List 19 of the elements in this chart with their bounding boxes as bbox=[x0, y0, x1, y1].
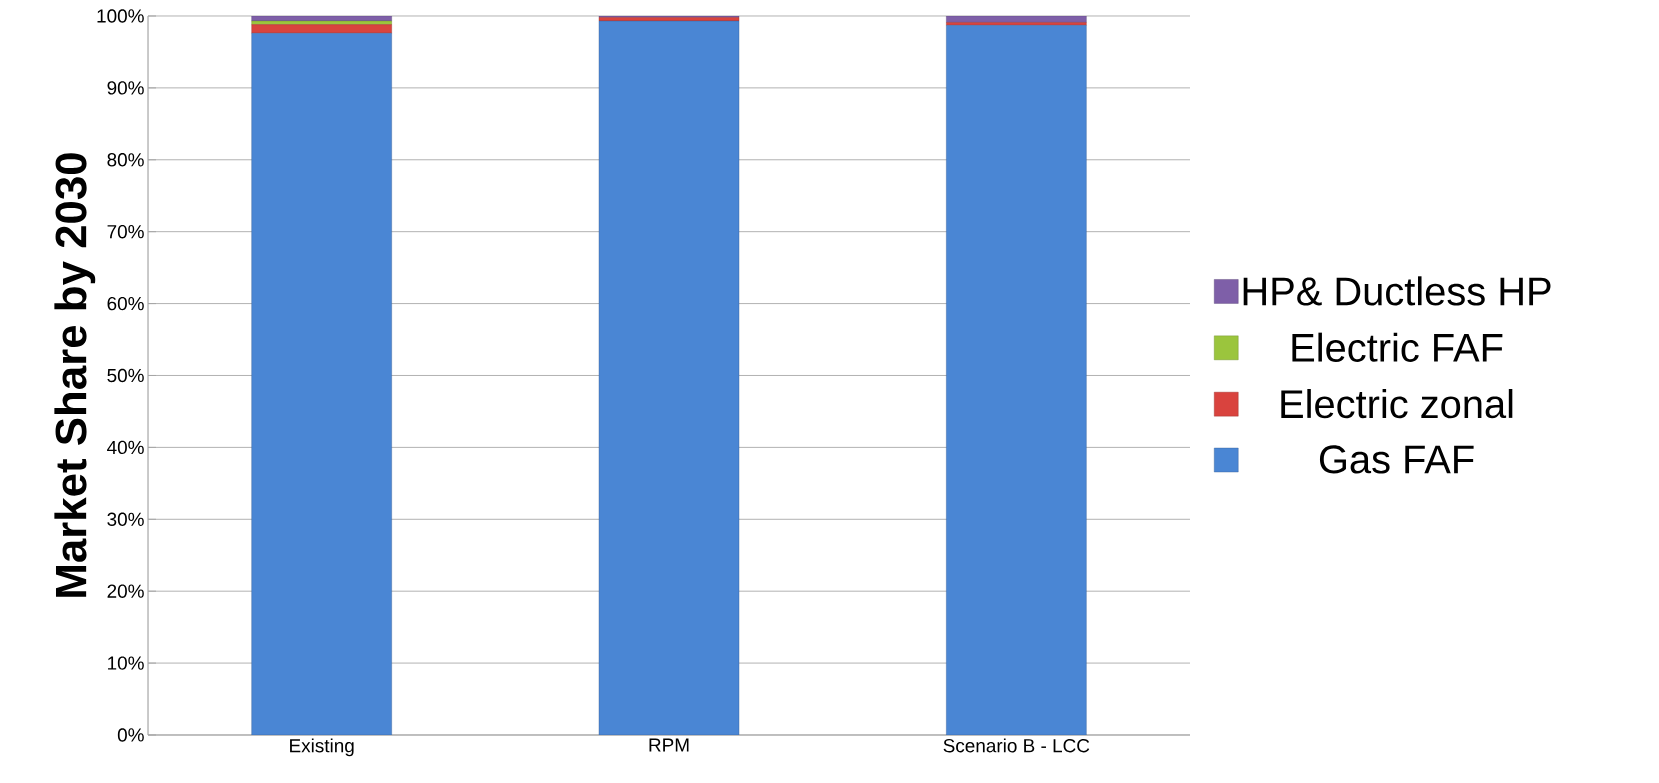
x-tick-label: Scenario B - LCC bbox=[943, 738, 1090, 753]
y-tick-label: 0% bbox=[117, 728, 144, 742]
y-tick-label: 20% bbox=[107, 584, 144, 598]
y-tick-label: 30% bbox=[107, 512, 144, 526]
x-tick-label: RPM bbox=[649, 738, 689, 752]
y-tick-label: 90% bbox=[107, 81, 144, 95]
y-tick-label: 10% bbox=[108, 656, 144, 670]
legend-label: Gas FAF bbox=[1319, 445, 1474, 474]
y-tick-label: 50% bbox=[107, 368, 144, 383]
y-tick-label: 100% bbox=[97, 9, 144, 23]
legend-label: HP& Ductless HP bbox=[1243, 276, 1551, 306]
y-tick-label: 70% bbox=[107, 224, 144, 239]
legend-label: Electric FAF bbox=[1292, 332, 1503, 362]
y-tick-label: 60% bbox=[107, 296, 144, 311]
y-axis-title: Market Share by 2030 bbox=[54, 153, 96, 597]
y-tick-label: 80% bbox=[107, 153, 144, 167]
x-tick-label: Existing bbox=[290, 738, 354, 757]
y-tick-label: 40% bbox=[107, 440, 144, 455]
legend-label: Electric zonal bbox=[1281, 389, 1513, 419]
